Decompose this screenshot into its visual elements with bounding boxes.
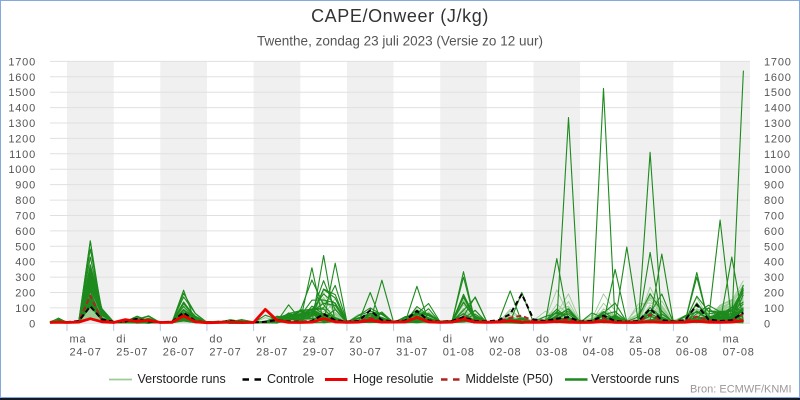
svg-text:1000: 1000 xyxy=(8,164,36,176)
svg-text:0: 0 xyxy=(764,318,771,330)
svg-text:ma: ma xyxy=(396,333,413,345)
svg-text:600: 600 xyxy=(15,225,36,237)
svg-text:1100: 1100 xyxy=(764,148,791,160)
svg-text:1600: 1600 xyxy=(8,71,36,83)
svg-text:do: do xyxy=(536,333,550,345)
svg-text:500: 500 xyxy=(15,241,36,253)
svg-text:1600: 1600 xyxy=(764,71,792,83)
svg-text:300: 300 xyxy=(764,272,785,284)
svg-text:Verstoorde runs: Verstoorde runs xyxy=(591,372,679,386)
svg-text:1000: 1000 xyxy=(764,164,792,176)
svg-text:700: 700 xyxy=(764,210,785,222)
svg-text:1400: 1400 xyxy=(764,102,792,114)
svg-text:ma: ma xyxy=(69,333,86,345)
svg-text:400: 400 xyxy=(764,256,785,268)
svg-text:Bron: ECMWF/KNMI: Bron: ECMWF/KNMI xyxy=(690,383,791,395)
svg-text:Hoge resolutie: Hoge resolutie xyxy=(353,372,434,386)
svg-text:1500: 1500 xyxy=(8,87,36,99)
svg-text:do: do xyxy=(209,333,223,345)
svg-text:1700: 1700 xyxy=(764,56,792,68)
svg-text:vr: vr xyxy=(256,333,267,345)
svg-text:800: 800 xyxy=(764,195,785,207)
svg-text:1200: 1200 xyxy=(8,133,36,145)
svg-text:300: 300 xyxy=(15,272,36,284)
svg-text:zo: zo xyxy=(675,333,688,345)
svg-text:ma: ma xyxy=(722,333,739,345)
svg-text:100: 100 xyxy=(764,302,785,314)
svg-text:01-08: 01-08 xyxy=(442,346,474,358)
svg-text:02-08: 02-08 xyxy=(489,346,521,358)
svg-text:wo: wo xyxy=(161,333,178,345)
svg-text:24-07: 24-07 xyxy=(69,346,101,358)
svg-text:1400: 1400 xyxy=(8,102,36,114)
svg-text:28-07: 28-07 xyxy=(256,346,288,358)
svg-text:200: 200 xyxy=(15,287,36,299)
svg-text:di: di xyxy=(442,333,452,345)
svg-text:900: 900 xyxy=(764,179,785,191)
svg-text:1700: 1700 xyxy=(8,56,36,68)
svg-text:vr: vr xyxy=(582,333,593,345)
svg-text:26-07: 26-07 xyxy=(162,346,194,358)
svg-text:03-08: 03-08 xyxy=(536,346,568,358)
svg-text:900: 900 xyxy=(15,179,36,191)
svg-text:25-07: 25-07 xyxy=(116,346,148,358)
svg-text:07-08: 07-08 xyxy=(722,346,754,358)
svg-text:100: 100 xyxy=(15,302,36,314)
svg-text:wo: wo xyxy=(488,333,505,345)
svg-text:800: 800 xyxy=(15,195,36,207)
svg-text:06-08: 06-08 xyxy=(675,346,707,358)
svg-text:1300: 1300 xyxy=(8,118,36,130)
svg-text:Twenthe, zondag 23 juli 2023 (: Twenthe, zondag 23 juli 2023 (Versie zo … xyxy=(257,33,543,48)
svg-text:0: 0 xyxy=(29,318,36,330)
svg-text:1300: 1300 xyxy=(764,118,792,130)
svg-text:27-07: 27-07 xyxy=(209,346,241,358)
svg-text:04-08: 04-08 xyxy=(582,346,614,358)
svg-text:zo: zo xyxy=(349,333,362,345)
svg-text:400: 400 xyxy=(15,256,36,268)
svg-text:Controle: Controle xyxy=(267,372,314,386)
svg-text:Middelste (P50): Middelste (P50) xyxy=(465,372,553,386)
svg-text:500: 500 xyxy=(764,241,785,253)
svg-text:di: di xyxy=(116,333,126,345)
svg-text:za: za xyxy=(302,333,315,345)
svg-text:Verstoorde runs: Verstoorde runs xyxy=(137,372,225,386)
svg-text:1500: 1500 xyxy=(764,87,792,99)
svg-text:600: 600 xyxy=(764,225,785,237)
svg-text:1100: 1100 xyxy=(9,148,36,160)
svg-text:200: 200 xyxy=(764,287,785,299)
svg-text:31-07: 31-07 xyxy=(396,346,428,358)
svg-text:za: za xyxy=(629,333,642,345)
svg-text:1200: 1200 xyxy=(764,133,792,145)
svg-text:CAPE/Onweer (J/kg): CAPE/Onweer (J/kg) xyxy=(311,6,489,26)
svg-text:05-08: 05-08 xyxy=(629,346,661,358)
svg-text:700: 700 xyxy=(15,210,36,222)
svg-text:29-07: 29-07 xyxy=(302,346,334,358)
svg-text:30-07: 30-07 xyxy=(349,346,381,358)
